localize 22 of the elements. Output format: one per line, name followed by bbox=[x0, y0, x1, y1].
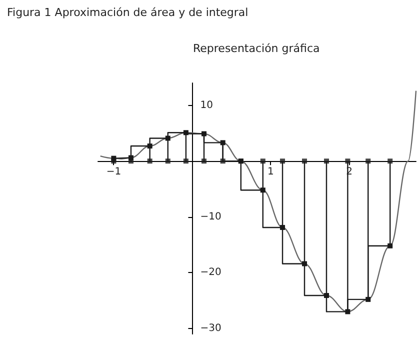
point bbox=[220, 158, 226, 164]
y-tick-label: −10 bbox=[200, 211, 222, 222]
y-tick-label: −20 bbox=[200, 267, 222, 278]
x-tick-label: 1 bbox=[268, 166, 274, 178]
point bbox=[260, 158, 266, 164]
y-tick-label: −30 bbox=[200, 322, 222, 334]
point bbox=[202, 158, 206, 164]
point bbox=[388, 158, 393, 164]
point bbox=[165, 158, 170, 164]
point bbox=[324, 158, 329, 164]
point bbox=[147, 158, 152, 164]
y-tick-label: 10 bbox=[200, 100, 213, 111]
point bbox=[128, 158, 134, 164]
point bbox=[388, 243, 393, 248]
point bbox=[183, 158, 188, 164]
point bbox=[302, 158, 308, 164]
point bbox=[366, 158, 371, 164]
point bbox=[345, 158, 350, 164]
point bbox=[280, 158, 286, 164]
chart-title: Figura 1 Aproximación de área y de integral bbox=[7, 6, 248, 19]
x-tick-label: −1 bbox=[106, 166, 122, 178]
chart-subtitle: Representación gráfica bbox=[193, 42, 320, 55]
